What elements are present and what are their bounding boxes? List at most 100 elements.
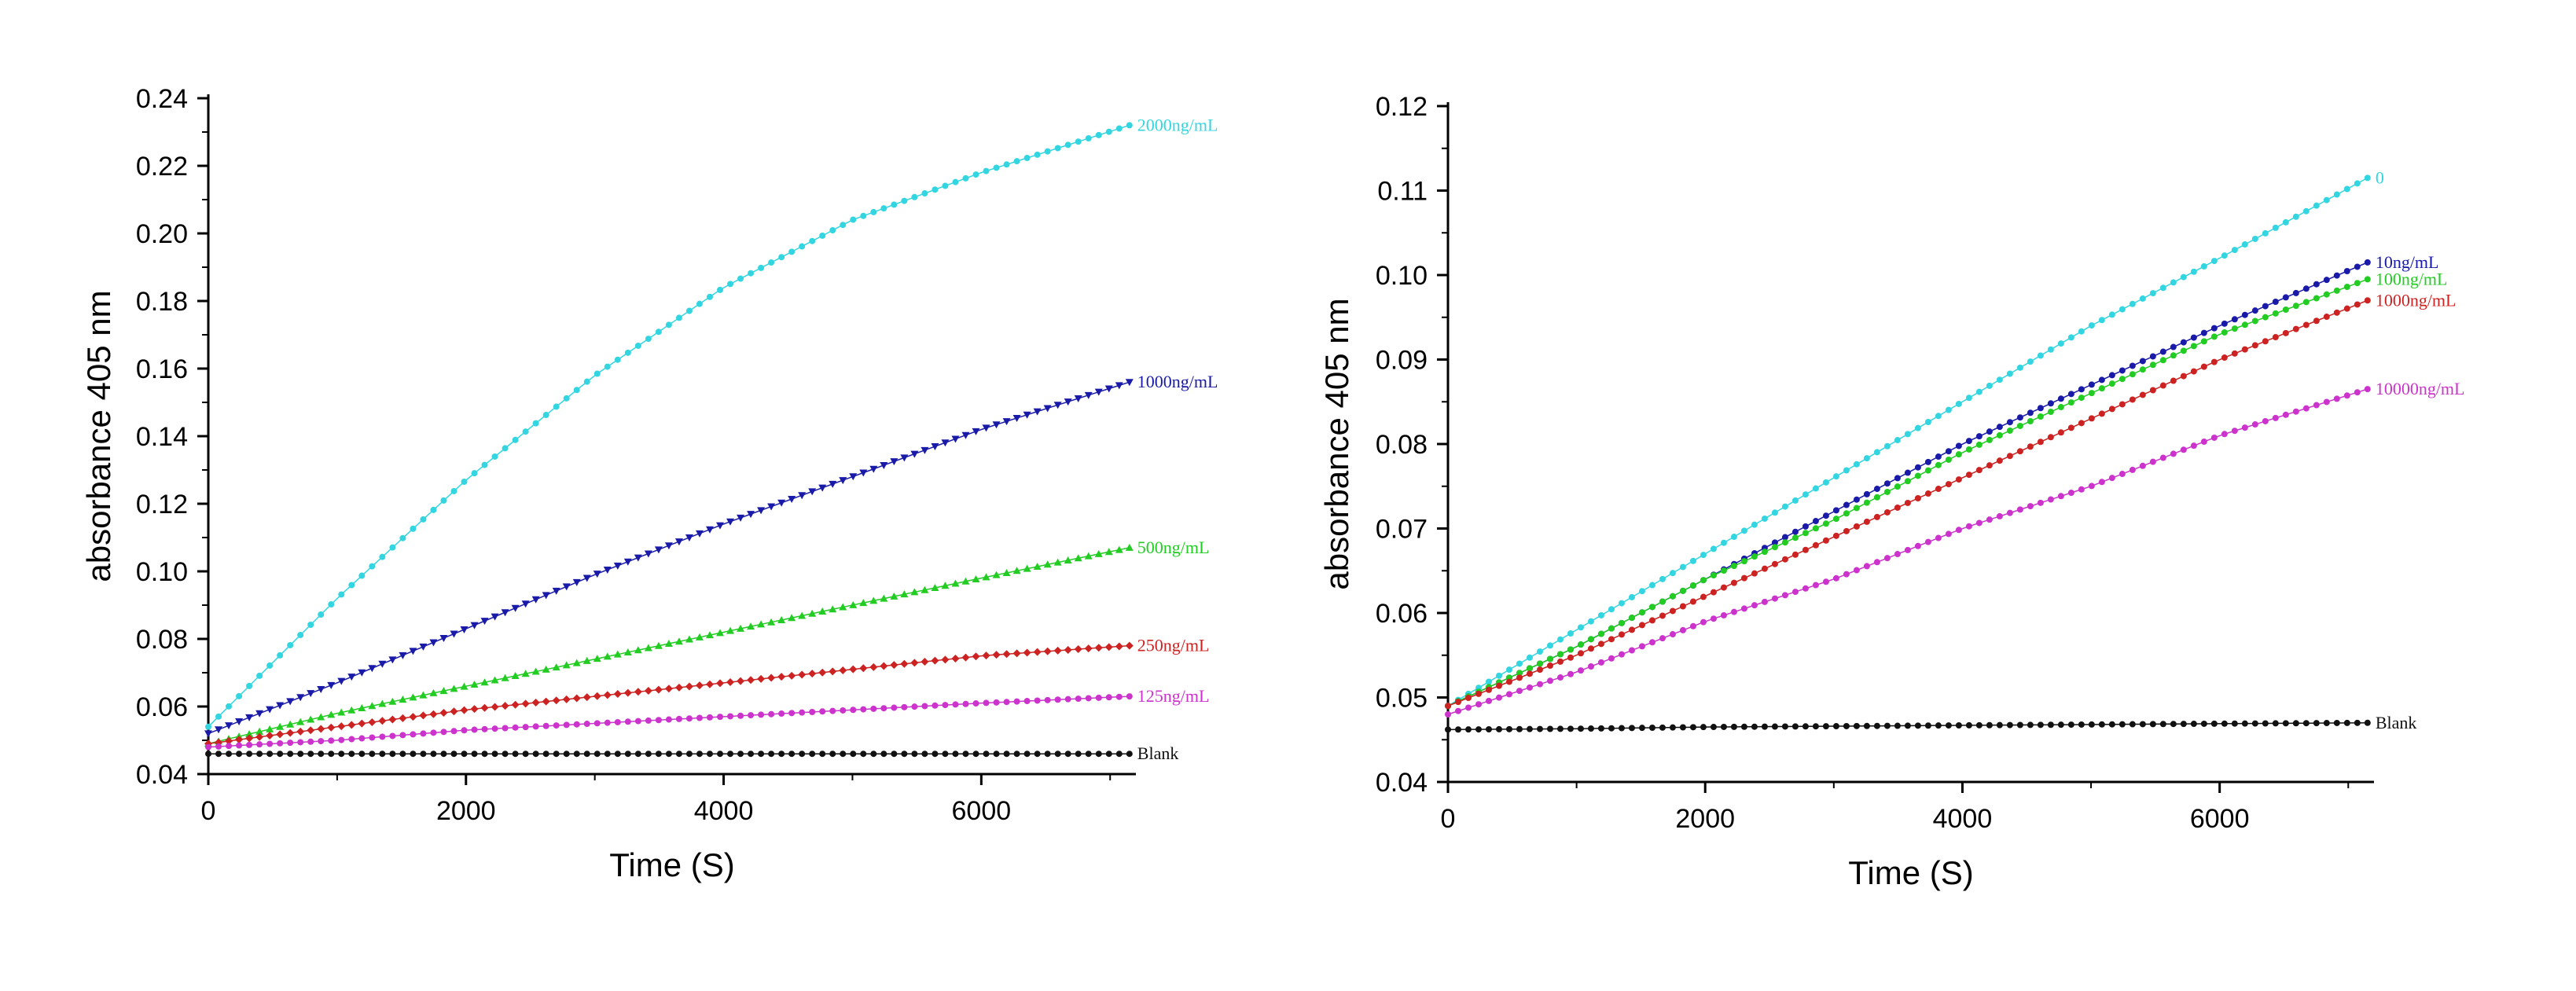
data-point: [368, 702, 377, 710]
data-point: [1003, 699, 1010, 706]
data-point: [2180, 373, 2187, 380]
data-point: [1965, 438, 1972, 445]
data-point: [2200, 338, 2207, 345]
data-point: [255, 710, 264, 718]
data-point: [778, 710, 785, 718]
series-label: 125ng/mL: [1137, 686, 1210, 706]
data-point: [1781, 723, 1788, 730]
data-point: [1002, 418, 1011, 426]
data-point: [1802, 530, 1809, 537]
data-point: [1064, 556, 1072, 563]
data-point: [419, 643, 428, 651]
data-point: [460, 626, 469, 634]
data-point: [870, 751, 877, 758]
data-point: [562, 583, 571, 591]
data-point: [1105, 694, 1112, 701]
data-point: [1054, 696, 1061, 703]
data-point: [2313, 295, 2320, 302]
data-point: [378, 717, 387, 725]
data-point: [1986, 721, 1993, 729]
data-point: [327, 710, 336, 718]
data-point: [399, 696, 407, 703]
data-point: [388, 697, 397, 705]
data-point: [2262, 229, 2269, 237]
data-point: [941, 582, 950, 589]
data-point: [717, 751, 724, 758]
data-point: [1628, 647, 1635, 654]
data-point: [2282, 294, 2289, 301]
data-point: [1115, 642, 1123, 651]
data-point: [1628, 626, 1635, 633]
data-point: [726, 518, 735, 526]
data-point: [1597, 611, 1604, 618]
data-point: [388, 715, 397, 724]
data-point: [1761, 723, 1768, 730]
data-point: [2139, 366, 2146, 373]
data-point: [502, 725, 509, 732]
data-point: [1894, 437, 1901, 444]
data-point: [389, 544, 396, 551]
data-point: [1577, 650, 1584, 657]
series-500ng-ml: [204, 543, 1134, 747]
data-point: [2221, 320, 2228, 327]
data-point: [696, 300, 703, 307]
data-point: [717, 714, 724, 721]
data-point: [439, 709, 448, 718]
data-point: [2282, 411, 2289, 418]
data-point: [1095, 131, 1102, 138]
data-point: [2078, 395, 2085, 402]
data-point: [1904, 431, 1911, 438]
data-point: [1935, 722, 1942, 729]
data-point: [1023, 564, 1031, 572]
data-point: [532, 420, 539, 427]
data-point: [318, 611, 325, 618]
data-point: [891, 201, 898, 208]
data-point: [972, 700, 979, 707]
data-point: [2139, 358, 2146, 365]
data-point: [634, 554, 642, 562]
data-point: [2057, 429, 2064, 436]
data-point: [1618, 619, 1625, 626]
data-point: [399, 534, 406, 541]
series-10000ng-ml: [1445, 386, 2371, 718]
data-point: [654, 546, 663, 554]
data-point: [1883, 442, 1891, 450]
data-point: [1924, 458, 1931, 465]
data-point: [471, 726, 478, 733]
data-point: [369, 734, 376, 741]
data-point: [1023, 698, 1031, 705]
data-point: [1567, 646, 1574, 653]
data-point: [2210, 358, 2218, 365]
data-point: [1781, 503, 1788, 510]
data-point: [706, 751, 713, 758]
data-point: [1608, 725, 1615, 732]
data-point: [593, 720, 601, 727]
data-point: [246, 682, 253, 689]
data-point: [849, 665, 858, 674]
data-point: [573, 721, 580, 728]
data-point: [1720, 567, 1727, 574]
data-point: [665, 716, 672, 723]
data-point: [236, 692, 243, 699]
data-point: [573, 751, 580, 758]
data-point: [276, 730, 285, 739]
data-point: [603, 566, 612, 574]
data-point: [236, 742, 243, 749]
series-label: 0: [2376, 167, 2384, 187]
data-point: [491, 751, 498, 758]
data-point: [645, 751, 652, 758]
data-point: [2159, 454, 2166, 461]
data-point: [972, 652, 980, 661]
data-point: [2088, 483, 2095, 490]
series-125ng-ml: [205, 693, 1133, 751]
data-point: [2200, 262, 2207, 270]
data-point: [1608, 636, 1615, 643]
data-point: [2354, 180, 2361, 187]
data-point: [542, 592, 550, 600]
data-point: [1618, 600, 1625, 607]
data-point: [2159, 382, 2166, 389]
data-point: [758, 711, 765, 718]
data-point: [582, 574, 591, 582]
data-point: [2098, 376, 2105, 384]
data-point: [420, 516, 427, 523]
